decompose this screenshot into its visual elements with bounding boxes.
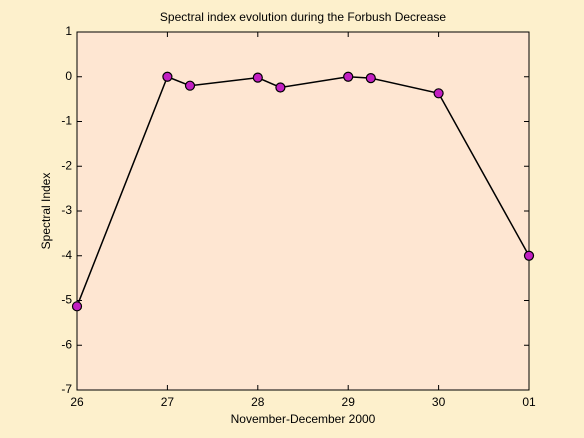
y-axis-label: Spectral Index: [39, 173, 53, 250]
y-tick-label: -7: [61, 382, 72, 396]
x-tick-label: 29: [342, 395, 356, 409]
data-point: [252, 72, 263, 83]
x-tick-label: 27: [161, 395, 175, 409]
data-point: [365, 72, 376, 84]
data-point: [523, 250, 535, 261]
y-tick-label: 1: [65, 24, 72, 38]
y-tick-label: -1: [61, 114, 72, 128]
x-tick-label: 28: [251, 395, 265, 409]
data-point: [275, 82, 286, 93]
x-tick-label: 01: [522, 395, 536, 409]
y-tick-label: -2: [61, 158, 72, 172]
y-tick-label: -4: [61, 248, 72, 262]
x-tick-label: 30: [432, 395, 446, 409]
y-tick-label: -6: [61, 337, 72, 351]
x-axis-label: November-December 2000: [231, 412, 376, 426]
plot-area: [77, 32, 529, 390]
y-tick-label: 0: [65, 69, 72, 83]
data-point: [71, 301, 83, 312]
data-point: [433, 88, 444, 99]
data-point: [184, 80, 196, 91]
x-tick-label: 26: [70, 395, 84, 409]
data-point: [162, 71, 173, 82]
y-tick-label: -5: [61, 293, 72, 307]
data-point: [343, 71, 354, 82]
y-tick-label: -3: [61, 203, 72, 217]
chart-title: Spectral index evolution during the Forb…: [160, 10, 446, 24]
